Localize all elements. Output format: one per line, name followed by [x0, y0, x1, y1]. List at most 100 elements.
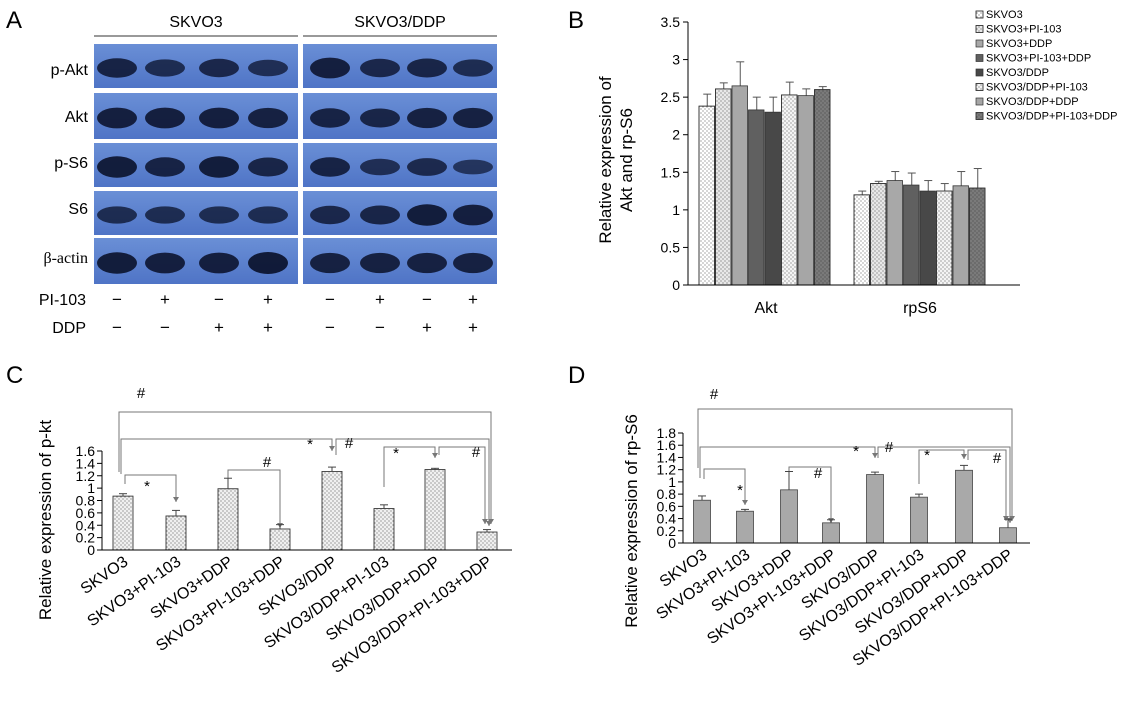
blot-band [360, 58, 400, 78]
chart-c-y-tick-label: 0.4 [76, 517, 96, 533]
chart-c-bar-pattern [112, 495, 134, 551]
blot-band [453, 159, 493, 175]
chart-d-significance-mark: * [737, 482, 743, 499]
chart-c-significance-mark: * [393, 445, 399, 462]
chart-c-y-tick-label: 1 [87, 480, 95, 496]
blot-band [248, 157, 288, 177]
blot-band [360, 158, 400, 176]
chart-d-y-ticks: 00.20.40.60.811.21.41.61.8 [657, 425, 683, 551]
chart-c-bracket-arrow [329, 446, 335, 451]
chart-c-y-tick-label: 0.8 [76, 493, 96, 509]
chart-b-legend-swatch [975, 39, 984, 48]
chart-b-bar-pattern [969, 187, 986, 286]
chart-d-y-tick-label: 1.6 [657, 437, 677, 453]
chart-c-category-label: SKVO3+PI-103 [85, 553, 185, 630]
chart-c-bracket [335, 438, 490, 526]
chart-c-bar-pattern [373, 508, 395, 551]
chart-c-bracket [120, 438, 333, 474]
blot-band [145, 107, 185, 129]
chart-d-bar [736, 510, 754, 544]
blot-band [199, 206, 239, 224]
chart-d-y-tick-label: 1.2 [657, 462, 677, 478]
blot-band [145, 59, 185, 77]
treatment-sign: + [263, 290, 273, 309]
chart-b-bar [797, 95, 814, 286]
chart-b-category-label: Akt [754, 300, 778, 317]
chart-d-bracket [967, 449, 1007, 521]
chart-b-legend-label: SKVO3 [986, 9, 1023, 21]
chart-c-significance-mark: # [263, 454, 272, 471]
blot-row-label: β-actin [43, 250, 88, 267]
treatment-sign: − [325, 318, 335, 337]
chart-b-legend-label: SKVO3+PI-103 [986, 24, 1062, 36]
chart-d-bracket-arrow [1009, 516, 1015, 521]
chart-b-bar-pattern [698, 105, 715, 286]
treatment-label-ddp: DDP [52, 320, 86, 337]
panel-label-b: B [568, 7, 584, 34]
chart-b-y-ticks: 0 0.5 1 1.5 2 2.5 3 3.5 [661, 14, 688, 293]
chart-d-bar [910, 496, 928, 544]
chart-b-bar [886, 180, 903, 286]
chart-b: 00.511.522.533.5 Relative expression of … [596, 9, 1117, 317]
panel-label-d: D [568, 362, 585, 389]
blot-band [310, 57, 350, 79]
blot-band [407, 107, 447, 129]
chart-c-bar-pattern [217, 488, 239, 551]
chart-c-y-tick-label: 0.2 [76, 530, 96, 546]
chart-c: 00.20.40.60.811.21.41.6 Relative express… [36, 385, 512, 677]
chart-d-bracket [699, 446, 876, 478]
blot-band [407, 204, 447, 226]
chart-c-y-tick-label: 1.4 [76, 455, 96, 471]
chart-d-bracket [697, 408, 1013, 521]
treatment-sign: − [214, 290, 224, 309]
treatment-label-pi103: PI-103 [39, 292, 86, 309]
chart-b-bar [731, 85, 748, 286]
chart-c-y-tick-label: 0 [87, 542, 95, 558]
chart-c-y-tick-label: 1.6 [76, 443, 96, 459]
panel-label-c: C [6, 362, 23, 389]
blot-band [145, 157, 185, 177]
blot-band [248, 252, 288, 274]
treatment-sign: + [214, 318, 224, 337]
chart-c-bracket [118, 411, 492, 524]
chart-d-bracket-arrow [742, 500, 748, 505]
chart-d-bar [693, 499, 711, 544]
blot-band [97, 156, 137, 178]
chart-b-legend-label: SKVO3/DDP+DDP [986, 96, 1079, 108]
chart-d-y-tick-label: 0.8 [657, 486, 677, 502]
chart-b-legend-swatch [975, 97, 984, 106]
chart-d-bar [999, 527, 1017, 544]
chart-d-significance-mark: * [924, 447, 930, 464]
blot-band [453, 59, 493, 77]
chart-b-bar-pattern [814, 89, 831, 286]
treatment-sign: − [422, 290, 432, 309]
chart-c-bracket-arrow [488, 519, 494, 524]
chart-d-categories: SKVO3SKVO3+PI-103SKVO3+DDPSKVO3+PI-103+D… [654, 546, 1017, 670]
chart-d-bracket [877, 446, 1011, 523]
blot-row-label: S6 [68, 201, 88, 218]
blot-group-label-skvo3: SKVO3 [169, 14, 222, 31]
chart-d-y-tick-label: 0.4 [657, 511, 677, 527]
blot-band [360, 205, 400, 225]
chart-d-y-tick-label: 1.8 [657, 425, 677, 441]
treatment-sign: + [263, 318, 273, 337]
chart-c-bar-pattern [321, 471, 343, 551]
chart-d: 00.20.40.60.811.21.41.61.8 Relative expr… [622, 386, 1030, 670]
chart-b-bar-pattern [870, 183, 887, 286]
chart-c-significance-mark: # [345, 435, 354, 452]
chart-d-bracket-arrow [872, 453, 878, 458]
chart-b-legend-swatch [975, 54, 984, 62]
blot-band [453, 252, 493, 274]
blot-row-label: p-S6 [54, 155, 88, 172]
blot-band [310, 157, 350, 177]
chart-d-bar [955, 469, 973, 544]
chart-c-significance-brackets: * # * # * # # [118, 385, 494, 528]
chart-c-significance-mark: * [144, 478, 150, 495]
chart-c-bracket [124, 474, 177, 502]
blot-band [199, 58, 239, 78]
blot-band [407, 158, 447, 176]
chart-b-legend: SKVO3 SKVO3+PI-103 SKVO3+DDP SKVO3+PI-103+D… [975, 9, 1117, 123]
blot-band [360, 252, 400, 274]
chart-d-bar [822, 522, 840, 544]
